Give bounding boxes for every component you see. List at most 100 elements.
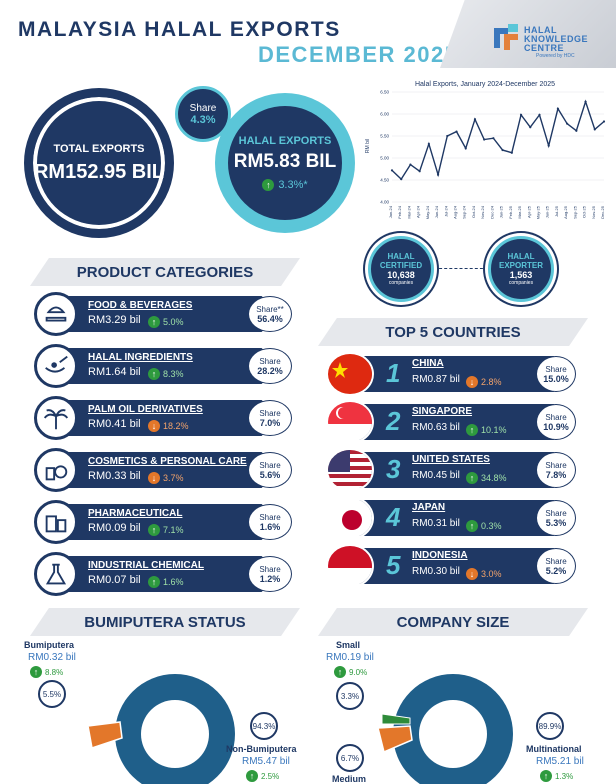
top-countries-header: TOP 5 COUNTRIES	[318, 318, 588, 346]
up-arrow-icon: ↑	[148, 316, 160, 328]
chart-xtick-label: Jan-24	[388, 205, 393, 218]
country-share: Share 10.9%	[536, 404, 576, 440]
product-row: FOOD & BEVERAGES RM3.29 bil ↑ 5.0% Share…	[30, 292, 300, 336]
chart-data-point	[473, 118, 477, 121]
chart-ytick-label: 6.50	[380, 90, 389, 95]
chart-xtick-label: Oct-24	[471, 205, 476, 218]
chart-xtick-label: Jun-24	[434, 205, 439, 218]
country-value: RM0.45 bil	[412, 470, 460, 481]
product-name: INDUSTRIAL CHEMICAL	[88, 560, 204, 571]
logo-subtitle: Powered by HDC	[536, 53, 575, 59]
chart-data-point	[547, 144, 550, 147]
chart-xtick-label: Jul-25	[554, 205, 559, 217]
up-arrow-icon: ↑	[148, 524, 160, 536]
product-share: Share 28.2%	[248, 348, 292, 384]
chart-data-point	[501, 148, 504, 152]
chart-xtick-label: Nov-25	[591, 205, 596, 219]
chart-xtick-label: May-24	[425, 205, 430, 219]
bumiputera-donut	[87, 674, 235, 784]
up-arrow-icon: ↑	[148, 576, 160, 588]
chart-xtick-label: Dec-24	[489, 205, 494, 219]
multinational-share: 89.9%	[536, 712, 564, 740]
chart-data-point	[510, 151, 513, 154]
country-bar	[342, 452, 572, 488]
chart-xtick-label: Jan-25	[499, 205, 504, 218]
bumiputera-label: Bumiputera	[24, 640, 75, 650]
chart-xtick-label: Mar-25	[517, 205, 522, 218]
country-row: 1 CHINA RM0.87 bil ↓ 2.8% Share 15.0%	[322, 352, 582, 396]
chart-data-point	[566, 122, 569, 125]
halal-exports-value: RM5.83 BIL	[233, 151, 337, 172]
up-arrow-icon: ↑	[540, 770, 552, 782]
product-share: Share 5.6%	[248, 452, 292, 488]
chart-data-point	[464, 147, 467, 150]
pharma-icon	[34, 500, 78, 544]
product-bar	[50, 452, 280, 488]
product-value: RM3.29 bil	[88, 314, 141, 326]
product-value: RM0.09 bil	[88, 522, 141, 534]
medium-share: 6.7%	[336, 744, 364, 772]
multinational-value: RM5.21 bil	[536, 756, 584, 767]
country-name: SINGAPORE	[412, 406, 473, 417]
chart-xtick-label: Feb-25	[508, 205, 513, 218]
total-exports-value: RM152.95 BIL	[33, 160, 165, 183]
bumiputera-value: RM0.32 bil	[28, 652, 76, 663]
product-change: ↑ 5.0%	[148, 316, 184, 328]
chart-ytick-label: 4.50	[380, 178, 389, 183]
medium-label: Medium	[332, 774, 367, 784]
singapore-flag-icon	[326, 400, 374, 444]
country-change: ↑ 10.1%	[466, 424, 507, 436]
chart-data-point	[409, 163, 412, 166]
product-row: HALAL INGREDIENTS RM1.64 bil ↑ 8.3% Shar…	[30, 344, 300, 388]
halal-certified-circle: HALAL CERTIFIED 10,638 companies	[368, 236, 434, 302]
up-arrow-icon: ↑	[262, 179, 275, 191]
down-arrow-icon: ↓	[466, 568, 478, 580]
product-name: FOOD & BEVERAGES	[88, 300, 193, 311]
share-value: 4.3%	[190, 113, 216, 126]
logo-band	[440, 0, 616, 68]
multinational-label: Multinational	[526, 744, 582, 754]
chart-xtick-label: Sep-24	[462, 205, 467, 219]
halal-exporter-value: 1,563	[509, 270, 533, 280]
small-slice	[381, 713, 411, 725]
chart-data-point	[593, 128, 596, 131]
country-change: ↓ 3.0%	[466, 568, 502, 580]
company-size-donut	[377, 674, 513, 784]
page-title: MALAYSIA HALAL EXPORTS	[18, 18, 341, 41]
chart-ytick-label: 6.00	[380, 112, 389, 117]
connector-line	[434, 268, 488, 269]
down-arrow-icon: ↓	[148, 472, 160, 484]
product-change: ↑ 1.6%	[148, 576, 184, 588]
chart-xtick-label: Dec-25	[600, 205, 605, 219]
country-change: ↑ 0.3%	[466, 520, 502, 532]
down-arrow-icon: ↓	[466, 376, 478, 388]
chart-series-line	[391, 99, 605, 181]
country-value: RM0.87 bil	[412, 374, 460, 385]
product-change: ↑ 7.1%	[148, 524, 184, 536]
up-arrow-icon: ↑	[466, 520, 478, 532]
japan-flag-icon	[326, 496, 374, 540]
page-subtitle: DECEMBER 2025	[258, 42, 459, 67]
product-change: ↑ 8.3%	[148, 368, 184, 380]
palm-icon	[34, 396, 78, 440]
country-share: Share 7.8%	[536, 452, 576, 488]
medium-slice	[377, 725, 413, 754]
bumiputera-header: BUMIPUTERA STATUS	[30, 608, 300, 636]
halal-knowledge-centre-logo-icon	[494, 24, 518, 50]
product-bar	[50, 504, 280, 540]
up-arrow-icon: ↑	[334, 666, 346, 678]
country-rank: 3	[386, 454, 401, 484]
country-name: INDONESIA	[412, 550, 468, 561]
halal-certified-value: 10,638	[387, 270, 415, 280]
country-share: Share 5.2%	[536, 548, 576, 584]
up-arrow-icon: ↑	[148, 368, 160, 380]
chart-ytick-label: 5.50	[380, 134, 389, 139]
chart-data-point	[556, 107, 560, 110]
product-value: RM1.64 bil	[88, 366, 141, 378]
chart-data-point	[427, 142, 430, 146]
product-categories-header: PRODUCT CATEGORIES	[30, 258, 300, 286]
chemical-icon	[34, 552, 78, 596]
product-row: PALM OIL DERIVATIVES RM0.41 bil ↓ 18.2% …	[30, 396, 300, 440]
product-row: INDUSTRIAL CHEMICAL RM0.07 bil ↑ 1.6% Sh…	[30, 552, 300, 596]
up-arrow-icon: ↑	[30, 666, 42, 678]
